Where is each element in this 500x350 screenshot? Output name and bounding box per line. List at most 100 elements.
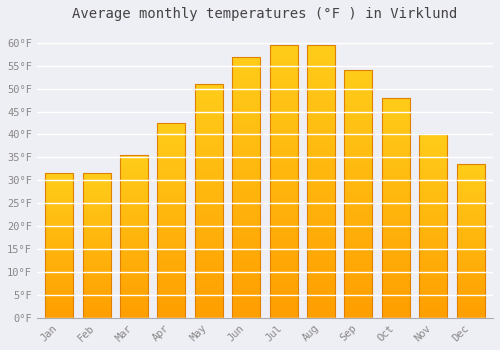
Bar	[158, 177, 186, 180]
Bar	[232, 305, 260, 307]
Bar	[419, 162, 447, 164]
Bar	[456, 186, 484, 187]
Bar	[307, 64, 335, 67]
Bar	[195, 114, 223, 117]
Bar	[195, 227, 223, 229]
Bar	[456, 177, 484, 178]
Bar	[120, 316, 148, 318]
Bar	[307, 290, 335, 293]
Bar	[456, 166, 484, 167]
Bar	[419, 272, 447, 274]
Bar	[419, 171, 447, 173]
Bar	[195, 229, 223, 231]
Bar	[419, 301, 447, 303]
Bar	[45, 230, 74, 231]
Bar	[344, 167, 372, 169]
Bar	[270, 217, 297, 220]
Bar	[456, 307, 484, 309]
Bar	[82, 283, 110, 285]
Bar	[270, 168, 297, 170]
Bar	[82, 221, 110, 223]
Bar	[419, 290, 447, 292]
Bar	[120, 205, 148, 207]
Bar	[195, 121, 223, 124]
Bar	[344, 127, 372, 130]
Bar	[382, 206, 410, 208]
Bar	[419, 233, 447, 235]
Bar	[45, 308, 74, 309]
Bar	[232, 135, 260, 138]
Bar	[419, 138, 447, 140]
Bar	[195, 84, 223, 86]
Bar	[270, 241, 297, 244]
Bar	[307, 135, 335, 138]
Bar	[270, 94, 297, 97]
Bar	[158, 253, 186, 256]
Bar	[382, 124, 410, 126]
Bar	[82, 234, 110, 236]
Bar	[270, 45, 297, 318]
Bar	[307, 250, 335, 252]
Bar	[158, 279, 186, 281]
Bar	[270, 89, 297, 91]
Bar	[344, 164, 372, 167]
Bar	[232, 258, 260, 260]
Bar	[195, 133, 223, 135]
Bar	[382, 296, 410, 298]
Bar	[456, 164, 484, 166]
Bar	[344, 80, 372, 83]
Bar	[307, 198, 335, 201]
Bar	[82, 199, 110, 201]
Bar	[307, 255, 335, 258]
Bar	[232, 153, 260, 156]
Bar	[419, 224, 447, 226]
Bar	[158, 139, 186, 141]
Bar	[344, 293, 372, 296]
Bar	[456, 284, 484, 286]
Bar	[120, 165, 148, 167]
Bar	[158, 218, 186, 220]
Bar	[270, 130, 297, 132]
Bar	[120, 189, 148, 191]
Bar	[419, 314, 447, 316]
Bar	[419, 312, 447, 314]
Bar	[307, 179, 335, 182]
Bar	[232, 85, 260, 88]
Bar	[82, 296, 110, 297]
Bar	[456, 301, 484, 302]
Bar	[456, 214, 484, 215]
Bar	[82, 188, 110, 189]
Bar	[45, 269, 74, 270]
Bar	[456, 264, 484, 266]
Bar	[382, 177, 410, 179]
Bar	[307, 157, 335, 160]
Bar	[195, 231, 223, 234]
Bar	[344, 303, 372, 306]
Bar	[195, 107, 223, 110]
Bar	[45, 293, 74, 295]
Bar	[419, 204, 447, 206]
Bar	[195, 280, 223, 283]
Bar	[419, 263, 447, 265]
Bar	[382, 232, 410, 234]
Bar	[307, 67, 335, 70]
Bar	[382, 272, 410, 274]
Bar	[270, 100, 297, 103]
Bar	[120, 162, 148, 163]
Bar	[45, 210, 74, 211]
Bar	[195, 245, 223, 248]
Bar	[344, 142, 372, 145]
Bar	[419, 223, 447, 224]
Bar	[344, 162, 372, 164]
Bar	[158, 135, 186, 136]
Bar	[456, 266, 484, 267]
Bar	[82, 266, 110, 267]
Bar	[344, 184, 372, 187]
Bar	[120, 266, 148, 267]
Bar	[419, 246, 447, 248]
Bar	[120, 178, 148, 180]
Bar	[82, 301, 110, 302]
Bar	[120, 155, 148, 157]
Bar	[382, 113, 410, 116]
Bar	[344, 115, 372, 117]
